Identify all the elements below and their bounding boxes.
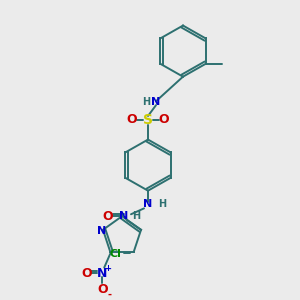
Text: S: S	[143, 113, 153, 127]
Text: N: N	[143, 200, 153, 209]
Text: H: H	[132, 211, 140, 221]
Text: O: O	[127, 113, 137, 126]
Text: H: H	[142, 97, 150, 107]
Text: N: N	[97, 267, 107, 280]
Text: Cl: Cl	[110, 249, 122, 259]
Text: +: +	[104, 264, 111, 273]
Text: N: N	[98, 226, 106, 236]
Text: N: N	[152, 97, 160, 107]
Text: O: O	[97, 283, 108, 296]
Text: O: O	[103, 210, 113, 223]
Text: H: H	[158, 200, 166, 209]
Text: N: N	[119, 211, 129, 221]
Text: O: O	[81, 267, 92, 280]
Text: -: -	[107, 290, 111, 300]
Text: O: O	[159, 113, 169, 126]
